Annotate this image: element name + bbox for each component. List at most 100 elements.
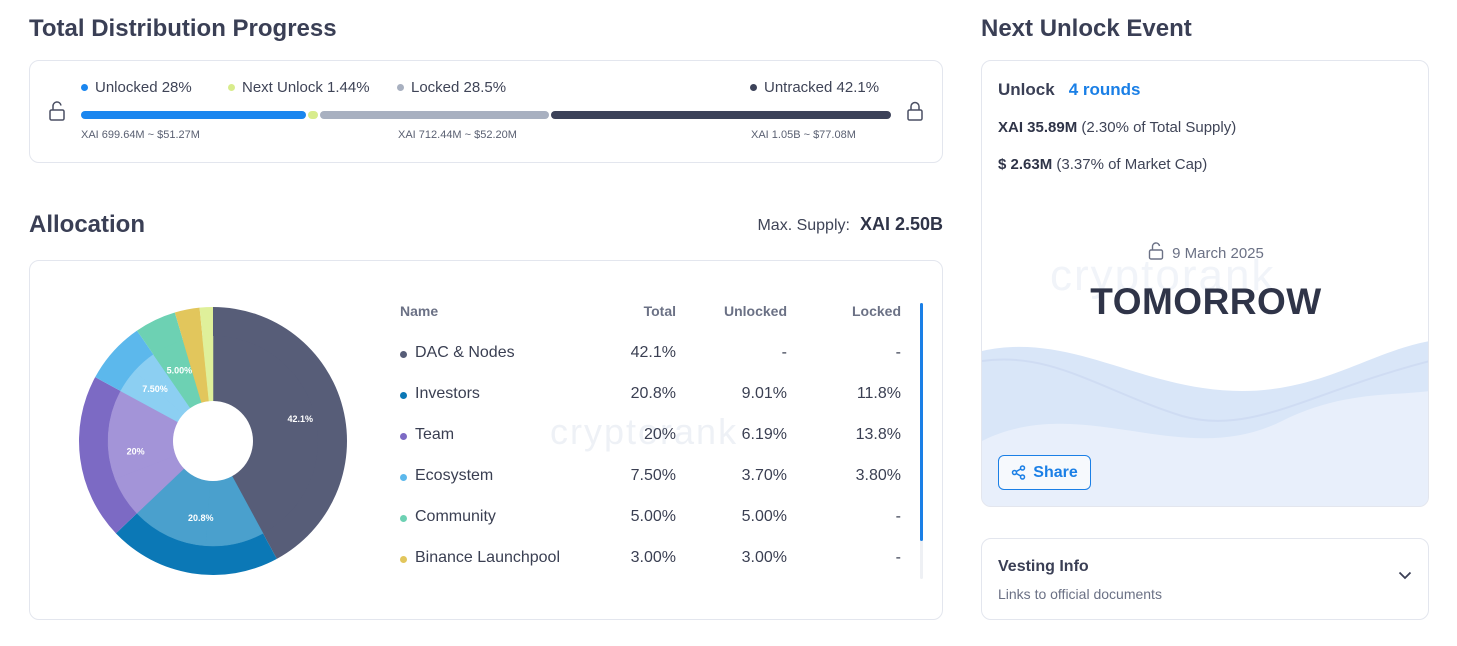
legend-locked: Locked 28.5% xyxy=(397,79,506,96)
vesting-info-card[interactable]: Vesting Info Links to official documents xyxy=(981,538,1429,620)
token-amount: XAI 35.89M xyxy=(998,119,1078,136)
row-locked: - xyxy=(895,508,901,525)
legend-unlocked: Unlocked 28% xyxy=(81,79,192,96)
chevron-down-icon[interactable] xyxy=(1398,571,1412,580)
row-unlocked: 9.01% xyxy=(741,385,787,402)
row-color-dot xyxy=(400,351,407,358)
pie-label: 20.8% xyxy=(188,513,214,523)
table-row: Team 20% 6.19% 13.8% xyxy=(30,426,944,467)
col-header-unlocked: Unlocked xyxy=(723,303,787,319)
max-supply: Max. Supply: XAI 2.50B xyxy=(757,214,943,235)
bar-segment-unlocked xyxy=(81,111,307,119)
row-locked: - xyxy=(895,344,901,361)
row-locked: 13.8% xyxy=(855,426,901,443)
col-header-locked: Locked xyxy=(851,303,901,319)
unlock-icon xyxy=(1148,242,1164,260)
table-row: DAC & Nodes 42.1% - - xyxy=(30,344,944,385)
legend-untracked: Untracked 42.1% xyxy=(750,79,879,96)
share-button[interactable]: Share xyxy=(998,455,1091,490)
usd-amount: $ 2.63M xyxy=(998,156,1053,173)
share-icon xyxy=(1012,465,1026,480)
table-row: Community 5.00% 5.00% - xyxy=(30,508,944,549)
allocation-pie-chart: 42.1% 20.8% 20% 7.50% 5.00% xyxy=(79,307,347,575)
distribution-title: Total Distribution Progress xyxy=(29,15,337,42)
pie-label: 7.50% xyxy=(142,384,168,394)
table-row: Ecosystem 7.50% 3.70% 3.80% xyxy=(30,467,944,508)
legend-label: Untracked 42.1% xyxy=(764,79,880,96)
row-color-dot xyxy=(400,392,407,399)
bar-segment-next-unlock xyxy=(308,111,319,119)
row-locked: 11.8% xyxy=(856,385,901,402)
unlock-header: Unlock 4 rounds xyxy=(998,80,1140,100)
vesting-title: Vesting Info xyxy=(998,558,1089,575)
row-color-dot xyxy=(400,474,407,481)
pie-label: 42.1% xyxy=(287,414,313,424)
legend-dot xyxy=(397,84,404,91)
legend-label: Locked 28.5% xyxy=(411,79,507,96)
legend-dot xyxy=(750,84,757,91)
unlocked-amount: XAI 699.64M ~ $51.27M xyxy=(81,129,200,141)
share-label: Share xyxy=(1033,463,1078,481)
token-pct: (2.30% of Total Supply) xyxy=(1081,119,1237,136)
bar-segment-locked xyxy=(320,111,550,119)
watermark: cryptorank xyxy=(550,411,739,452)
row-unlocked: - xyxy=(781,344,787,361)
pie-center-hole xyxy=(173,401,253,481)
table-row: Binance Launchpool 3.00% 3.00% - xyxy=(30,549,944,590)
unlock-icon xyxy=(49,101,65,121)
locked-amount: XAI 712.44M ~ $52.20M xyxy=(398,129,517,141)
rounds-link[interactable]: 4 rounds xyxy=(1068,80,1141,99)
usd-pct: (3.37% of Market Cap) xyxy=(1056,156,1208,173)
allocation-card: 42.1% 20.8% 20% 7.50% 5.00% cryptorank Name … xyxy=(29,260,943,620)
row-color-dot xyxy=(400,556,407,563)
pie-label: 20% xyxy=(127,446,145,456)
col-header-total: Total xyxy=(643,303,676,319)
row-locked: - xyxy=(895,549,901,566)
untracked-amount: XAI 1.05B ~ $77.08M xyxy=(751,129,856,141)
legend-label: Unlocked 28% xyxy=(95,79,192,96)
legend-dot xyxy=(228,84,235,91)
next-unlock-title: Next Unlock Event xyxy=(981,15,1192,42)
next-unlock-card: cryptorank Unlock 4 rounds XAI 35.89M (2… xyxy=(981,60,1429,507)
row-unlocked: 5.00% xyxy=(741,508,787,525)
scrollbar-thumb[interactable] xyxy=(920,303,923,541)
wave-decoration xyxy=(982,341,1428,506)
row-locked: 3.80% xyxy=(855,467,901,484)
row-total: 5.00% xyxy=(630,508,676,525)
date-text: 9 March 2025 xyxy=(1172,245,1264,262)
vesting-subtitle: Links to official documents xyxy=(998,586,1162,602)
row-total: 3.00% xyxy=(630,549,676,566)
row-total: 20.8% xyxy=(630,385,676,402)
unlock-label: Unlock xyxy=(998,80,1055,99)
bar-segment-untracked xyxy=(551,111,892,119)
pie-label: 5.00% xyxy=(167,366,193,376)
legend-label: Next Unlock 1.44% xyxy=(242,79,370,96)
allocation-title: Allocation xyxy=(29,211,146,238)
row-unlocked: 3.00% xyxy=(741,549,787,566)
row-unlocked: 6.19% xyxy=(741,426,787,443)
legend-dot xyxy=(81,84,88,91)
distribution-progress-card: Unlocked 28% Next Unlock 1.44% Locked 28… xyxy=(29,60,943,163)
table-row: Investors 20.8% 9.01% 11.8% xyxy=(30,385,944,426)
row-unlocked: 3.70% xyxy=(741,467,787,484)
pie-inner-slice[interactable] xyxy=(212,335,319,534)
row-name: Investors xyxy=(415,385,480,402)
row-total: 20% xyxy=(643,426,676,443)
row-name: Community xyxy=(415,508,496,525)
legend-next-unlock: Next Unlock 1.44% xyxy=(228,79,370,96)
row-name: DAC & Nodes xyxy=(415,344,515,361)
unlock-date: 9 March 2025 xyxy=(982,242,1428,262)
unlock-token-amount: XAI 35.89M (2.30% of Total Supply) xyxy=(998,119,1236,136)
row-total: 42.1% xyxy=(630,344,676,361)
row-name: Binance Launchpool xyxy=(415,549,561,566)
row-color-dot xyxy=(400,515,407,522)
row-total: 7.50% xyxy=(630,467,676,484)
max-supply-value: XAI 2.50B xyxy=(859,214,943,234)
lock-icon xyxy=(907,101,923,121)
col-header-name: Name xyxy=(400,303,439,319)
countdown: TOMORROW xyxy=(1090,281,1322,322)
unlock-usd-amount: $ 2.63M (3.37% of Market Cap) xyxy=(998,156,1207,173)
row-name: Ecosystem xyxy=(415,467,494,484)
row-color-dot xyxy=(400,433,407,440)
row-name: Team xyxy=(415,426,455,443)
